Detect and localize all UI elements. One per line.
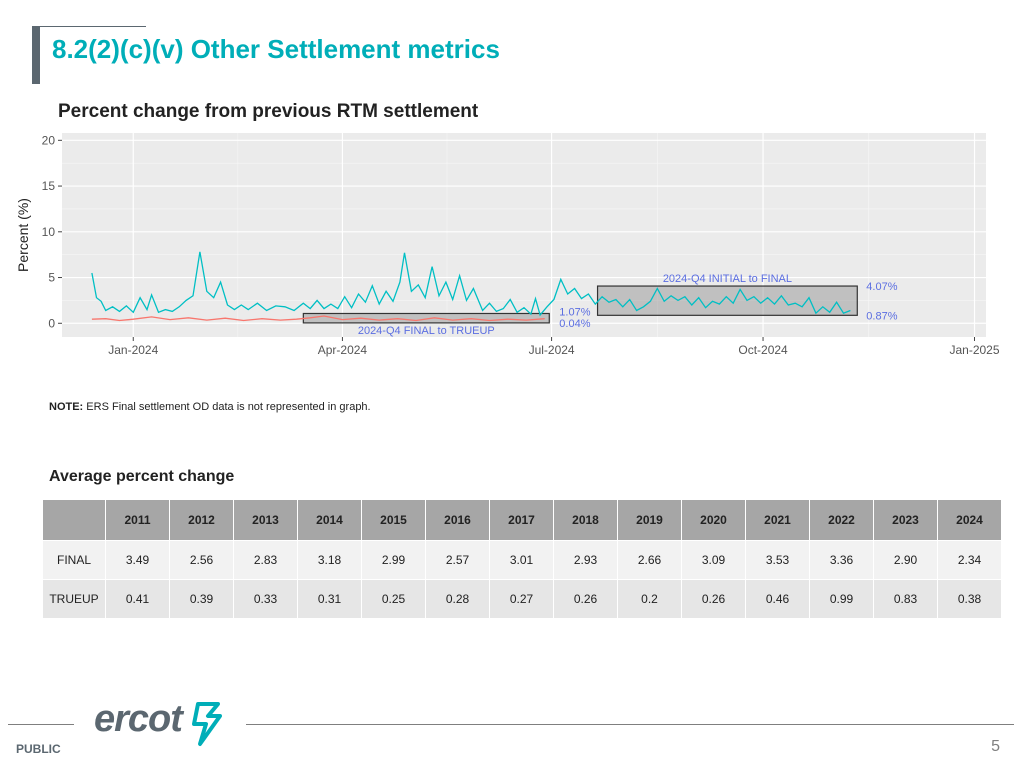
table-cell: 0.27: [489, 579, 554, 618]
footer-rule-right: [246, 724, 1014, 725]
y-tick-label: 0: [48, 316, 55, 330]
table-header-blank: [43, 500, 106, 541]
page-number: 5: [991, 738, 1000, 755]
annotation-high-value: 4.07%: [866, 281, 897, 293]
chart-note: NOTE: ERS Final settlement OD data is no…: [49, 401, 371, 413]
plot-background: [62, 133, 986, 337]
series-line-0: [91, 251, 851, 317]
footer-classification: PUBLIC: [16, 742, 61, 756]
table-cell: 2.34: [937, 540, 1002, 580]
table-cell: 0.38: [937, 579, 1002, 618]
table-title: Average percent change: [49, 468, 235, 485]
line-chart: 0 5 10 15 20 Jan-2024 Apr-2024 Jul-2024 Oct-2024…: [15, 133, 1000, 357]
table-cell: 3.49: [105, 540, 170, 580]
table-header-cell: 2017: [489, 500, 554, 541]
table-cell: 3.53: [745, 540, 810, 580]
table-header-cell: 2015: [361, 500, 426, 541]
table-header-cell: 2019: [617, 500, 682, 541]
table-row-label: TRUEUP: [43, 579, 106, 618]
table-cell: 0.31: [297, 579, 362, 618]
table-cell: 0.26: [553, 579, 618, 618]
x-tick-label: Jan-2025: [949, 343, 999, 357]
table-cell: 2.56: [169, 540, 234, 580]
series-line-1: [91, 315, 545, 322]
table-header-cell: 2012: [169, 500, 234, 541]
slide-title: 8.2(2)(c)(v) Other Settlement metrics: [52, 34, 500, 64]
y-tick-label: 10: [42, 225, 56, 239]
table-cell: 0.33: [233, 579, 298, 618]
x-tick-label: Jan-2024: [108, 343, 158, 357]
table-header-cell: 2018: [553, 500, 618, 541]
average-percent-change-table: 2011 2012 2013 2014 2015 2016 2017 2018 2019 2020…: [43, 500, 1002, 618]
x-tick-label: Apr-2024: [318, 343, 368, 357]
table-cell: 0.83: [873, 579, 938, 618]
table-row: TRUEUP 0.41 0.39 0.33 0.31 0.25 0.28 0.27 0.26 0.…: [43, 579, 1002, 618]
table-cell: 0.26: [681, 579, 746, 618]
y-tick-label: 15: [42, 179, 56, 193]
y-axis-label: Percent (%): [15, 198, 31, 272]
table-header-cell: 2016: [425, 500, 490, 541]
table-cell: 0.25: [361, 579, 426, 618]
annotation-low-value: 0.87%: [866, 310, 897, 322]
annotation-label-final-to-trueup: 2024-Q4 FINAL to TRUEUP: [358, 325, 495, 337]
table-cell: 0.2: [617, 579, 682, 618]
ercot-bolt-icon: [192, 702, 222, 746]
table-cell: 3.09: [681, 540, 746, 580]
ercot-logo: ercot: [94, 698, 183, 740]
chart-title: Percent change from previous RTM settlem…: [58, 101, 479, 122]
table-header-cell: 2021: [745, 500, 810, 541]
table-header-cell: 2013: [233, 500, 298, 541]
table-cell: 0.41: [105, 579, 170, 618]
table-cell: 2.93: [553, 540, 618, 580]
table-header-cell: 2020: [681, 500, 746, 541]
table-cell: 3.01: [489, 540, 554, 580]
table-cell: 2.99: [361, 540, 426, 580]
x-tick-label: Jul-2024: [529, 343, 575, 357]
title-accent-bar: [32, 26, 40, 84]
y-tick-label: 20: [42, 133, 56, 147]
table-header-row: 2011 2012 2013 2014 2015 2016 2017 2018 2019 2020…: [43, 500, 1002, 541]
table-row-label: FINAL: [43, 540, 106, 580]
y-tick-label: 5: [48, 271, 55, 285]
table-header-cell: 2022: [809, 500, 874, 541]
table-cell: 0.39: [169, 579, 234, 618]
table-cell: 0.99: [809, 579, 874, 618]
table-header-cell: 2014: [297, 500, 362, 541]
note-text: ERS Final settlement OD data is not repr…: [86, 401, 371, 413]
table-body: FINAL 3.49 2.56 2.83 3.18 2.99 2.57 3.01 2.93 2.6…: [43, 540, 1002, 618]
annotation-low-value: 0.04%: [559, 318, 590, 330]
table-cell: 3.36: [809, 540, 874, 580]
title-rule: [40, 26, 146, 27]
table-cell: 2.83: [233, 540, 298, 580]
table-row: FINAL 3.49 2.56 2.83 3.18 2.99 2.57 3.01 2.93 2.6…: [43, 540, 1002, 580]
table-cell: 3.18: [297, 540, 362, 580]
table-header-cell: 2024: [937, 500, 1002, 541]
note-label: NOTE:: [49, 401, 84, 413]
annotation-label-initial-to-final: 2024-Q4 INITIAL to FINAL: [663, 273, 792, 285]
footer-rule-left: [8, 724, 74, 725]
table-cell: 2.57: [425, 540, 490, 580]
table-cell: 0.28: [425, 579, 490, 618]
annotation-box-0: [302, 312, 550, 324]
table-header-cell: 2023: [873, 500, 938, 541]
table-cell: 0.46: [745, 579, 810, 618]
table-header-cell: 2011: [105, 500, 170, 541]
x-tick-label: Oct-2024: [738, 343, 788, 357]
table-cell: 2.66: [617, 540, 682, 580]
table-cell: 2.90: [873, 540, 938, 580]
annotation-high-value: 1.07%: [559, 306, 590, 318]
